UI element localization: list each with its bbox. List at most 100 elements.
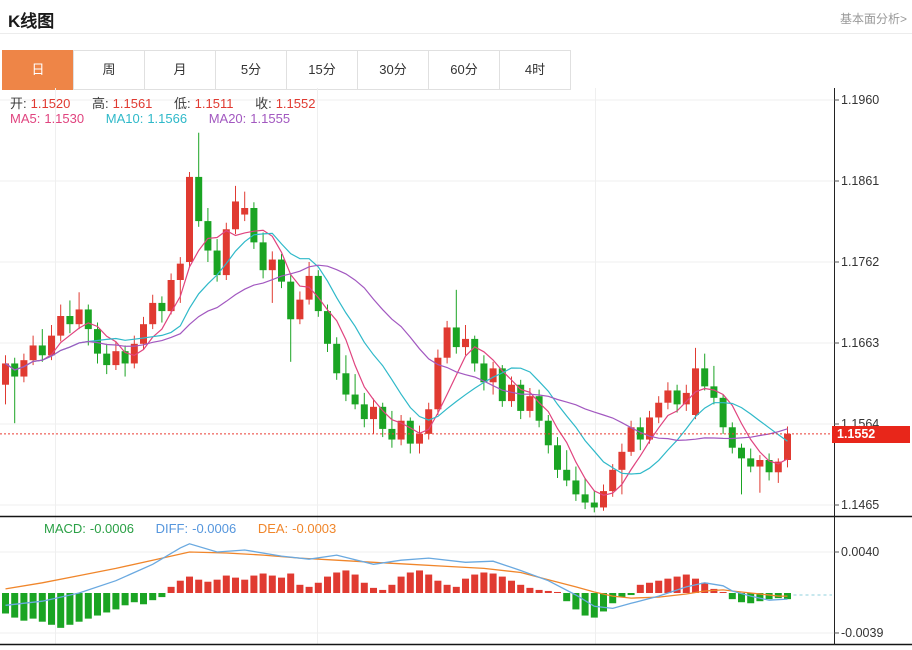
tab-month[interactable]: 月 <box>144 50 216 90</box>
macd-histogram-bar <box>609 593 617 604</box>
candlestick <box>121 351 129 364</box>
ma5-value: 1.1530 <box>44 111 85 126</box>
candlestick <box>462 338 469 348</box>
candlestick <box>774 461 782 473</box>
macd-histogram-bar <box>351 574 359 593</box>
macd-histogram-bar <box>130 593 138 603</box>
candlestick <box>112 351 120 366</box>
candlestick <box>471 338 479 364</box>
macd-histogram-bar <box>388 584 396 593</box>
macd-histogram-bar <box>443 584 451 593</box>
macd-histogram-bar <box>57 593 65 628</box>
price-axis-label: 1.1663 <box>841 336 879 350</box>
macd-histogram-bar <box>250 575 258 593</box>
diff-label: DIFF: <box>155 521 189 536</box>
candlestick <box>287 281 295 320</box>
macd-histogram-bar <box>682 574 690 593</box>
fundamental-analysis-link[interactable]: 基本面分析> <box>839 12 907 26</box>
candlestick <box>710 386 718 398</box>
candlestick <box>75 309 83 325</box>
macd-histogram-bar <box>397 576 405 593</box>
macd-histogram-bar <box>112 593 120 610</box>
macd-histogram-bar <box>121 593 129 606</box>
ohlc-legend: 开: 1.1520 高: 1.1561 低: 1.1511 收: 1.1552 <box>10 93 333 112</box>
price-axis-label: 1.1762 <box>841 255 879 269</box>
candlestick <box>149 302 157 325</box>
candlestick <box>360 404 368 420</box>
candlestick <box>296 299 304 320</box>
candlestick <box>480 363 488 383</box>
macd-histogram-bar <box>498 576 506 593</box>
candlestick <box>167 280 175 312</box>
candlestick <box>406 420 414 444</box>
candlestick <box>600 491 607 508</box>
candlestick <box>2 363 9 385</box>
macd-histogram-bar <box>526 587 534 593</box>
macd-label: MACD: <box>44 521 86 536</box>
macd-histogram-bar <box>673 576 681 593</box>
macd-histogram-bar <box>241 579 249 593</box>
tab-30min[interactable]: 30分 <box>357 50 429 90</box>
macd-histogram-bar <box>360 582 368 593</box>
macd-histogram-bar <box>701 582 709 593</box>
ma10-label: MA10: <box>105 111 144 126</box>
header-divider <box>0 33 912 34</box>
macd-histogram-bar <box>664 578 672 593</box>
macd-histogram-bar <box>406 572 414 593</box>
macd-histogram-bar <box>20 593 28 621</box>
page-title: K线图 <box>8 12 55 31</box>
candlestick <box>756 460 764 467</box>
macd-histogram-bar <box>186 576 193 593</box>
tab-day[interactable]: 日 <box>2 50 74 90</box>
candlestick <box>29 345 37 361</box>
macd-histogram-bar <box>140 593 147 605</box>
tab-4hour[interactable]: 4时 <box>499 50 571 90</box>
macd-histogram-bar <box>452 586 460 593</box>
macd-histogram-bar <box>103 593 111 613</box>
low-label: 低: <box>174 96 191 111</box>
macd-histogram-bar <box>590 593 598 618</box>
macd-histogram-bar <box>38 593 46 622</box>
macd-histogram-bar <box>627 593 635 596</box>
macd-histogram-bar <box>535 589 543 593</box>
candlestick <box>66 316 74 325</box>
candlestick <box>351 394 359 405</box>
macd-histogram-bar <box>563 593 571 602</box>
macd-histogram-bar <box>204 581 212 593</box>
candlestick <box>268 259 276 271</box>
candlestick <box>379 406 387 429</box>
ma20-label: MA20: <box>208 111 247 126</box>
candlestick <box>563 469 571 481</box>
macd-histogram-bar <box>314 582 322 593</box>
macd-histogram-bar <box>425 574 433 593</box>
tab-60min[interactable]: 60分 <box>428 50 500 90</box>
last-price-badge: 1.1552 <box>832 426 910 443</box>
macd-histogram-bar <box>2 593 9 614</box>
tab-week[interactable]: 周 <box>73 50 145 90</box>
candlestick <box>627 427 635 452</box>
tab-15min[interactable]: 15分 <box>286 50 358 90</box>
macd-histogram-bar <box>213 579 221 593</box>
close-label: 收: <box>255 96 272 111</box>
macd-histogram-bar <box>278 577 285 593</box>
candlestick <box>333 343 341 374</box>
macd-histogram-bar <box>379 589 387 593</box>
candlestick <box>581 494 589 503</box>
macd-histogram-bar <box>416 570 423 593</box>
open-value: 1.1520 <box>30 96 71 111</box>
candlestick <box>241 208 249 215</box>
macd-histogram-bar <box>268 575 276 593</box>
macd-histogram-bar <box>232 577 239 593</box>
macd-histogram-bar <box>84 593 92 619</box>
candlestick <box>278 259 285 282</box>
candlestick <box>738 447 745 459</box>
tab-5min[interactable]: 5分 <box>215 50 287 90</box>
candlestick <box>784 433 791 460</box>
macd-histogram-bar <box>636 584 644 593</box>
candlestick <box>655 402 663 418</box>
candlestick <box>103 353 111 366</box>
candlestick <box>498 368 506 402</box>
macd-value: -0.0006 <box>89 521 134 536</box>
candlestick <box>388 428 396 440</box>
